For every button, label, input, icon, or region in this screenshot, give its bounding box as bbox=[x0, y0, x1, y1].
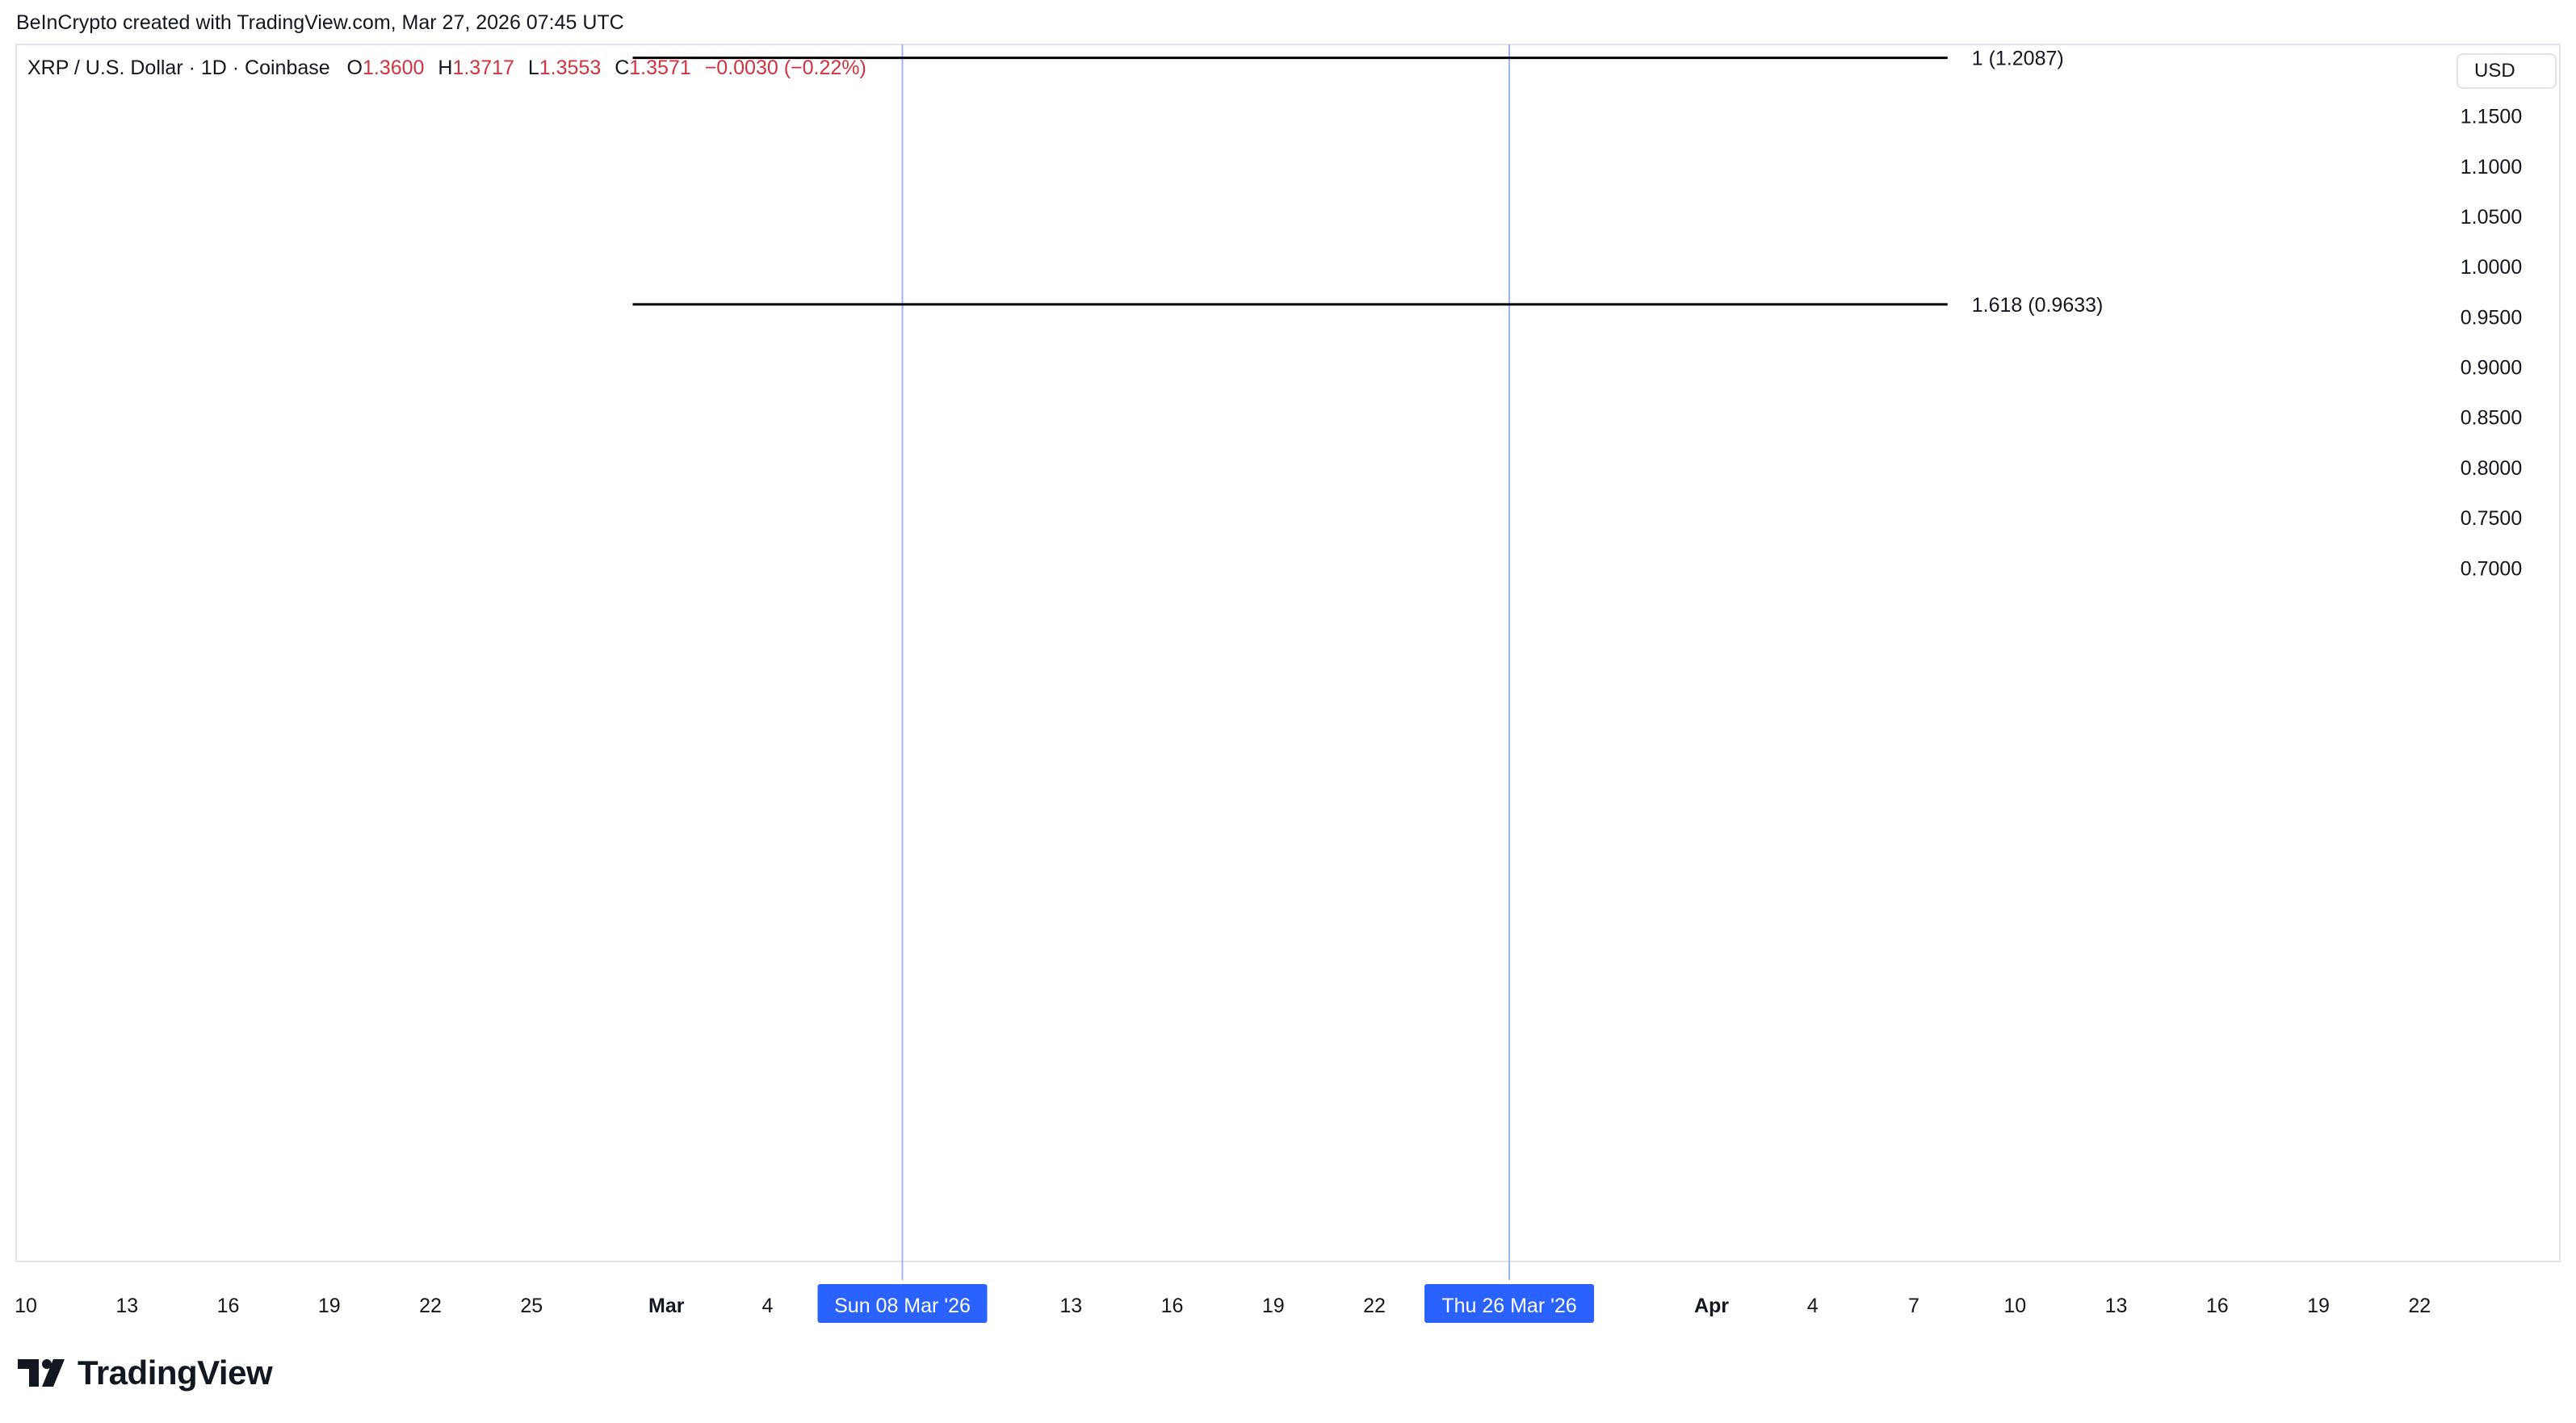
logo-text: TradingView bbox=[78, 1354, 273, 1392]
high-value: 1.3717 bbox=[452, 57, 514, 79]
time-tick-15: 10 bbox=[2003, 1295, 2026, 1317]
tradingview-logo-icon bbox=[18, 1359, 65, 1387]
price-tick-15: 1.1000 bbox=[2461, 156, 2522, 178]
close-label: C bbox=[615, 57, 630, 79]
price-tick-21: 0.8000 bbox=[2461, 457, 2522, 480]
fib-level-label-7: 1.618 (0.9633) bbox=[1972, 294, 2104, 317]
time-tick-10: 19 bbox=[1262, 1295, 1285, 1317]
symbol-legend: XRP / U.S. Dollar · 1D · Coinbase O1.360… bbox=[27, 57, 866, 80]
change-value: −0.0030 (−0.22%) bbox=[704, 57, 866, 79]
currency-button[interactable]: USD bbox=[2456, 53, 2557, 89]
time-tick-9: 16 bbox=[1161, 1295, 1184, 1317]
time-tick-16: 13 bbox=[2105, 1295, 2128, 1317]
price-tick-14: 1.1500 bbox=[2461, 106, 2522, 128]
chart-frame bbox=[15, 44, 2561, 1262]
time-tick-19: 22 bbox=[2408, 1295, 2431, 1317]
low-label: L bbox=[527, 57, 539, 79]
date-pill-1[interactable] bbox=[1424, 1284, 1594, 1323]
price-tick-23: 0.7000 bbox=[2461, 557, 2522, 580]
price-tick-18: 0.9500 bbox=[2461, 306, 2522, 329]
time-tick-13: 4 bbox=[1807, 1295, 1819, 1317]
time-tick-6: Mar bbox=[648, 1295, 685, 1317]
fib-level-label-6: 1 (1.2087) bbox=[1972, 48, 2064, 70]
open-value: 1.3600 bbox=[362, 57, 425, 79]
close-value: 1.3571 bbox=[629, 57, 691, 79]
time-tick-7: 4 bbox=[762, 1295, 774, 1317]
time-tick-17: 16 bbox=[2206, 1295, 2229, 1317]
time-tick-5: 25 bbox=[520, 1295, 543, 1317]
symbol-name[interactable]: XRP / U.S. Dollar · 1D · Coinbase bbox=[27, 57, 330, 79]
price-tick-16: 1.0500 bbox=[2461, 206, 2522, 229]
price-tick-20: 0.8500 bbox=[2461, 407, 2522, 430]
date-pill-0[interactable] bbox=[817, 1284, 988, 1323]
high-label: H bbox=[438, 57, 453, 79]
tradingview-logo[interactable]: TradingView bbox=[18, 1354, 273, 1392]
time-tick-1: 13 bbox=[115, 1295, 138, 1317]
time-tick-8: 13 bbox=[1059, 1295, 1082, 1317]
price-tick-22: 0.7500 bbox=[2461, 507, 2522, 530]
chart-credit: BeInCrypto created with TradingView.com,… bbox=[16, 11, 624, 34]
time-tick-0: 10 bbox=[15, 1295, 37, 1317]
time-tick-18: 19 bbox=[2307, 1295, 2330, 1317]
open-label: O bbox=[346, 57, 363, 79]
time-tick-4: 22 bbox=[419, 1295, 442, 1317]
time-tick-11: 22 bbox=[1363, 1295, 1386, 1317]
date-pill-text-1: Thu 26 Mar '26 bbox=[1441, 1295, 1576, 1317]
price-tick-19: 0.9000 bbox=[2461, 357, 2522, 380]
price-tick-17: 1.0000 bbox=[2461, 256, 2522, 279]
time-tick-12: Apr bbox=[1694, 1295, 1729, 1317]
low-value: 1.3553 bbox=[539, 57, 602, 79]
date-pill-text-0: Sun 08 Mar '26 bbox=[834, 1295, 971, 1317]
time-tick-2: 16 bbox=[217, 1295, 240, 1317]
time-tick-14: 7 bbox=[1908, 1295, 1919, 1317]
time-tick-3: 19 bbox=[318, 1295, 341, 1317]
